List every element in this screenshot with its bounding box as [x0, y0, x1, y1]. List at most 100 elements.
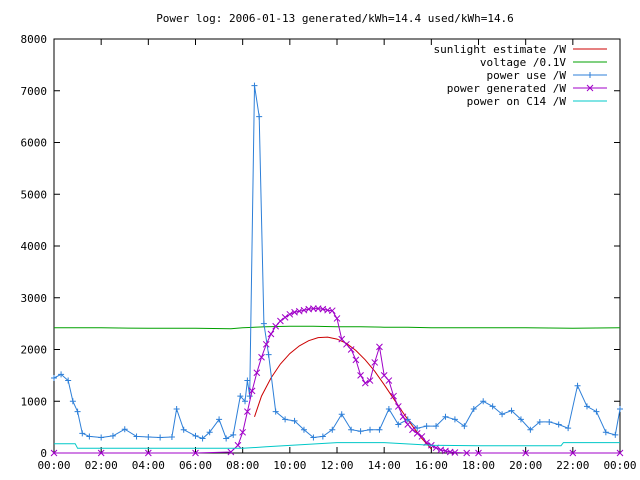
- data-point-power: [329, 426, 336, 433]
- data-point-power: [569, 449, 577, 457]
- data-point-power: [51, 374, 57, 381]
- x-tick-label: 00:00: [37, 459, 70, 472]
- data-point-power: [574, 382, 581, 389]
- data-point-power: [133, 433, 140, 440]
- data-point-power: [286, 310, 294, 318]
- data-point-power: [258, 353, 265, 361]
- data-point-power: [98, 434, 105, 441]
- data-point-power: [371, 359, 379, 366]
- series-layer: [50, 82, 624, 457]
- data-point-power: [376, 343, 383, 351]
- data-point-power: [192, 432, 199, 439]
- legend-label-power: power on C14 /W: [467, 95, 567, 108]
- x-tick-label: 00:00: [603, 459, 636, 472]
- data-point-power: [58, 371, 65, 378]
- data-point-power: [260, 320, 267, 327]
- data-point-power: [206, 429, 213, 436]
- data-point-power: [328, 307, 336, 315]
- data-point-power: [602, 429, 609, 436]
- data-point-power: [385, 406, 392, 413]
- x-tick-label: 22:00: [556, 459, 589, 472]
- data-point-power: [242, 398, 249, 405]
- data-point-power: [267, 330, 275, 338]
- data-point-power: [230, 431, 237, 438]
- x-tick-label: 06:00: [179, 459, 212, 472]
- data-point-power: [256, 113, 263, 120]
- legend-label-power: power generated /W: [447, 82, 567, 95]
- data-point-power: [300, 426, 307, 433]
- data-point-power: [50, 449, 58, 457]
- data-point-power: [489, 403, 496, 410]
- data-point-power: [262, 340, 270, 348]
- data-point-power: [357, 428, 364, 435]
- data-point-power: [79, 430, 86, 437]
- y-tick-label: 5000: [21, 188, 48, 201]
- data-point-power: [244, 377, 251, 384]
- data-point-power: [617, 406, 623, 413]
- x-tick-label: 16:00: [415, 459, 448, 472]
- data-point-power: [366, 377, 374, 384]
- data-point-power: [546, 418, 553, 425]
- data-point-power: [227, 448, 235, 456]
- data-point-power: [463, 449, 471, 457]
- axes-layer: 00:00 02:00 04:00 06:00 08:00 10:00 12:00 14:00…: [21, 33, 637, 472]
- y-tick-label: 6000: [21, 137, 48, 150]
- data-point-power: [239, 428, 247, 436]
- data-point-power: [423, 423, 430, 430]
- x-tick-label: 10:00: [273, 459, 306, 472]
- x-tick-label: 04:00: [132, 459, 165, 472]
- data-point-power: [86, 433, 93, 440]
- data-point-power: [168, 433, 175, 440]
- data-point-power: [310, 434, 317, 441]
- data-point-power: [390, 392, 397, 400]
- data-point-power: [470, 406, 477, 413]
- data-point-power: [461, 423, 468, 430]
- data-point-power: [451, 449, 459, 456]
- data-point-power: [291, 417, 298, 424]
- data-point-power: [246, 393, 253, 400]
- data-point-power: [192, 449, 199, 457]
- data-point-power: [69, 398, 76, 405]
- series-line-power: [54, 442, 620, 449]
- data-point-power: [593, 408, 600, 415]
- data-point-power: [442, 413, 449, 420]
- data-point-power: [517, 416, 524, 423]
- x-tick-label: 18:00: [462, 459, 495, 472]
- data-point-power: [418, 433, 426, 440]
- data-point-power: [565, 425, 572, 432]
- y-tick-label: 3000: [21, 292, 48, 305]
- data-point-power: [251, 82, 258, 89]
- data-point-power: [145, 433, 152, 440]
- legend-label-sunlight: sunlight estimate /W: [434, 43, 567, 56]
- y-tick-label: 2000: [21, 344, 48, 357]
- data-point-power: [499, 411, 506, 418]
- data-point-power: [527, 426, 534, 433]
- data-point-power: [281, 314, 289, 321]
- chart-title: Power log: 2006-01-13 generated/kWh=14.4…: [156, 12, 514, 25]
- x-tick-label: 02:00: [85, 459, 118, 472]
- data-point-power: [310, 305, 317, 312]
- y-tick-label: 7000: [21, 85, 48, 98]
- data-point-power: [413, 429, 421, 437]
- data-point-power: [395, 421, 402, 428]
- data-point-power: [394, 403, 402, 410]
- data-point-power: [352, 356, 360, 364]
- x-tick-label: 12:00: [320, 459, 353, 472]
- y-tick-label: 1000: [21, 395, 48, 408]
- data-point-power: [253, 369, 261, 377]
- data-point-power: [414, 425, 421, 432]
- series-line-power: [53, 85, 621, 440]
- data-point-power: [348, 426, 355, 433]
- legend-label-power: power use /W: [487, 69, 567, 82]
- data-point-power: [333, 315, 341, 322]
- data-point-power: [248, 387, 256, 395]
- x-tick-label: 08:00: [226, 459, 259, 472]
- data-point-power: [555, 421, 562, 428]
- data-point-power: [74, 408, 81, 415]
- series-line-sunlight: [254, 336, 432, 450]
- data-point-power: [216, 416, 223, 423]
- data-point-power: [367, 426, 374, 433]
- data-point-power: [361, 379, 369, 387]
- x-tick-label: 14:00: [368, 459, 401, 472]
